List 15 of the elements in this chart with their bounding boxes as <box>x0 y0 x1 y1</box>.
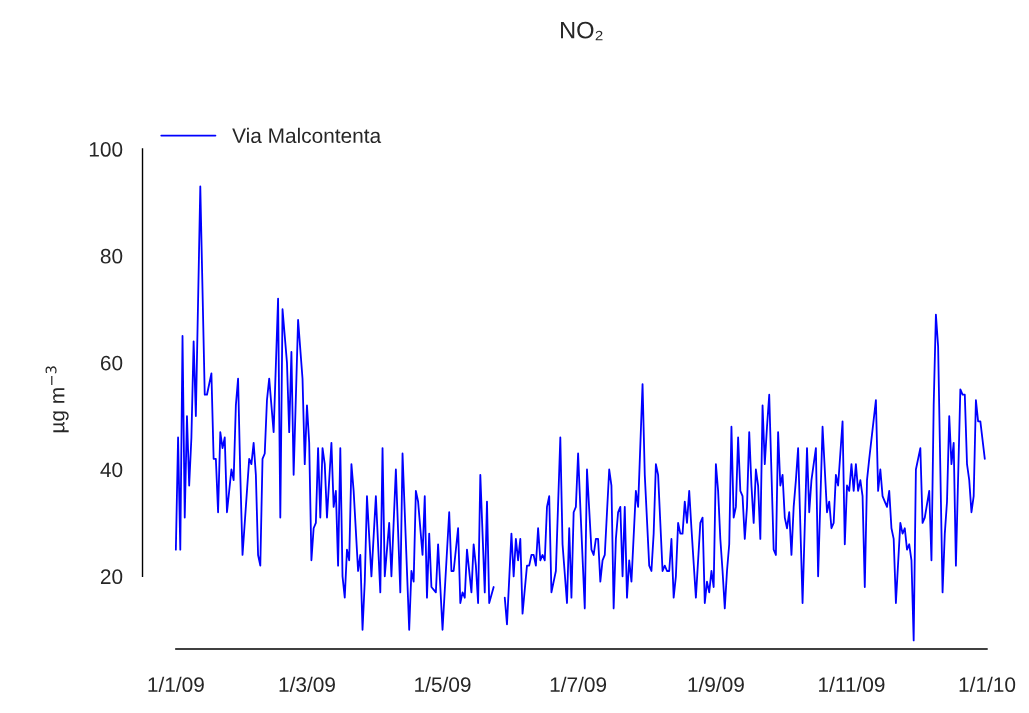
y-tick-label: 80 <box>100 248 123 264</box>
y-tick-label: 100 <box>89 142 123 157</box>
x-tick-label: 1/1/09 <box>148 676 204 693</box>
y-axis-title: µg m$^{−3}$ <box>45 366 69 433</box>
legend-label: Via Malcontenta <box>232 127 382 144</box>
x-tick-label: 1/5/09 <box>415 676 471 693</box>
y-tick-label: 40 <box>100 462 123 478</box>
x-tick-label: 1/3/09 <box>279 676 335 693</box>
y-tick-label: 20 <box>100 569 123 585</box>
x-tick-label: 1/11/09 <box>819 676 885 693</box>
y-tick-label: 60 <box>100 355 123 371</box>
x-tick-label: 1/9/09 <box>688 676 744 693</box>
chart-title: NO₂ <box>561 21 603 41</box>
x-tick-label: 1/1/10 <box>959 676 1016 693</box>
x-tick-label: 1/7/09 <box>550 676 607 693</box>
